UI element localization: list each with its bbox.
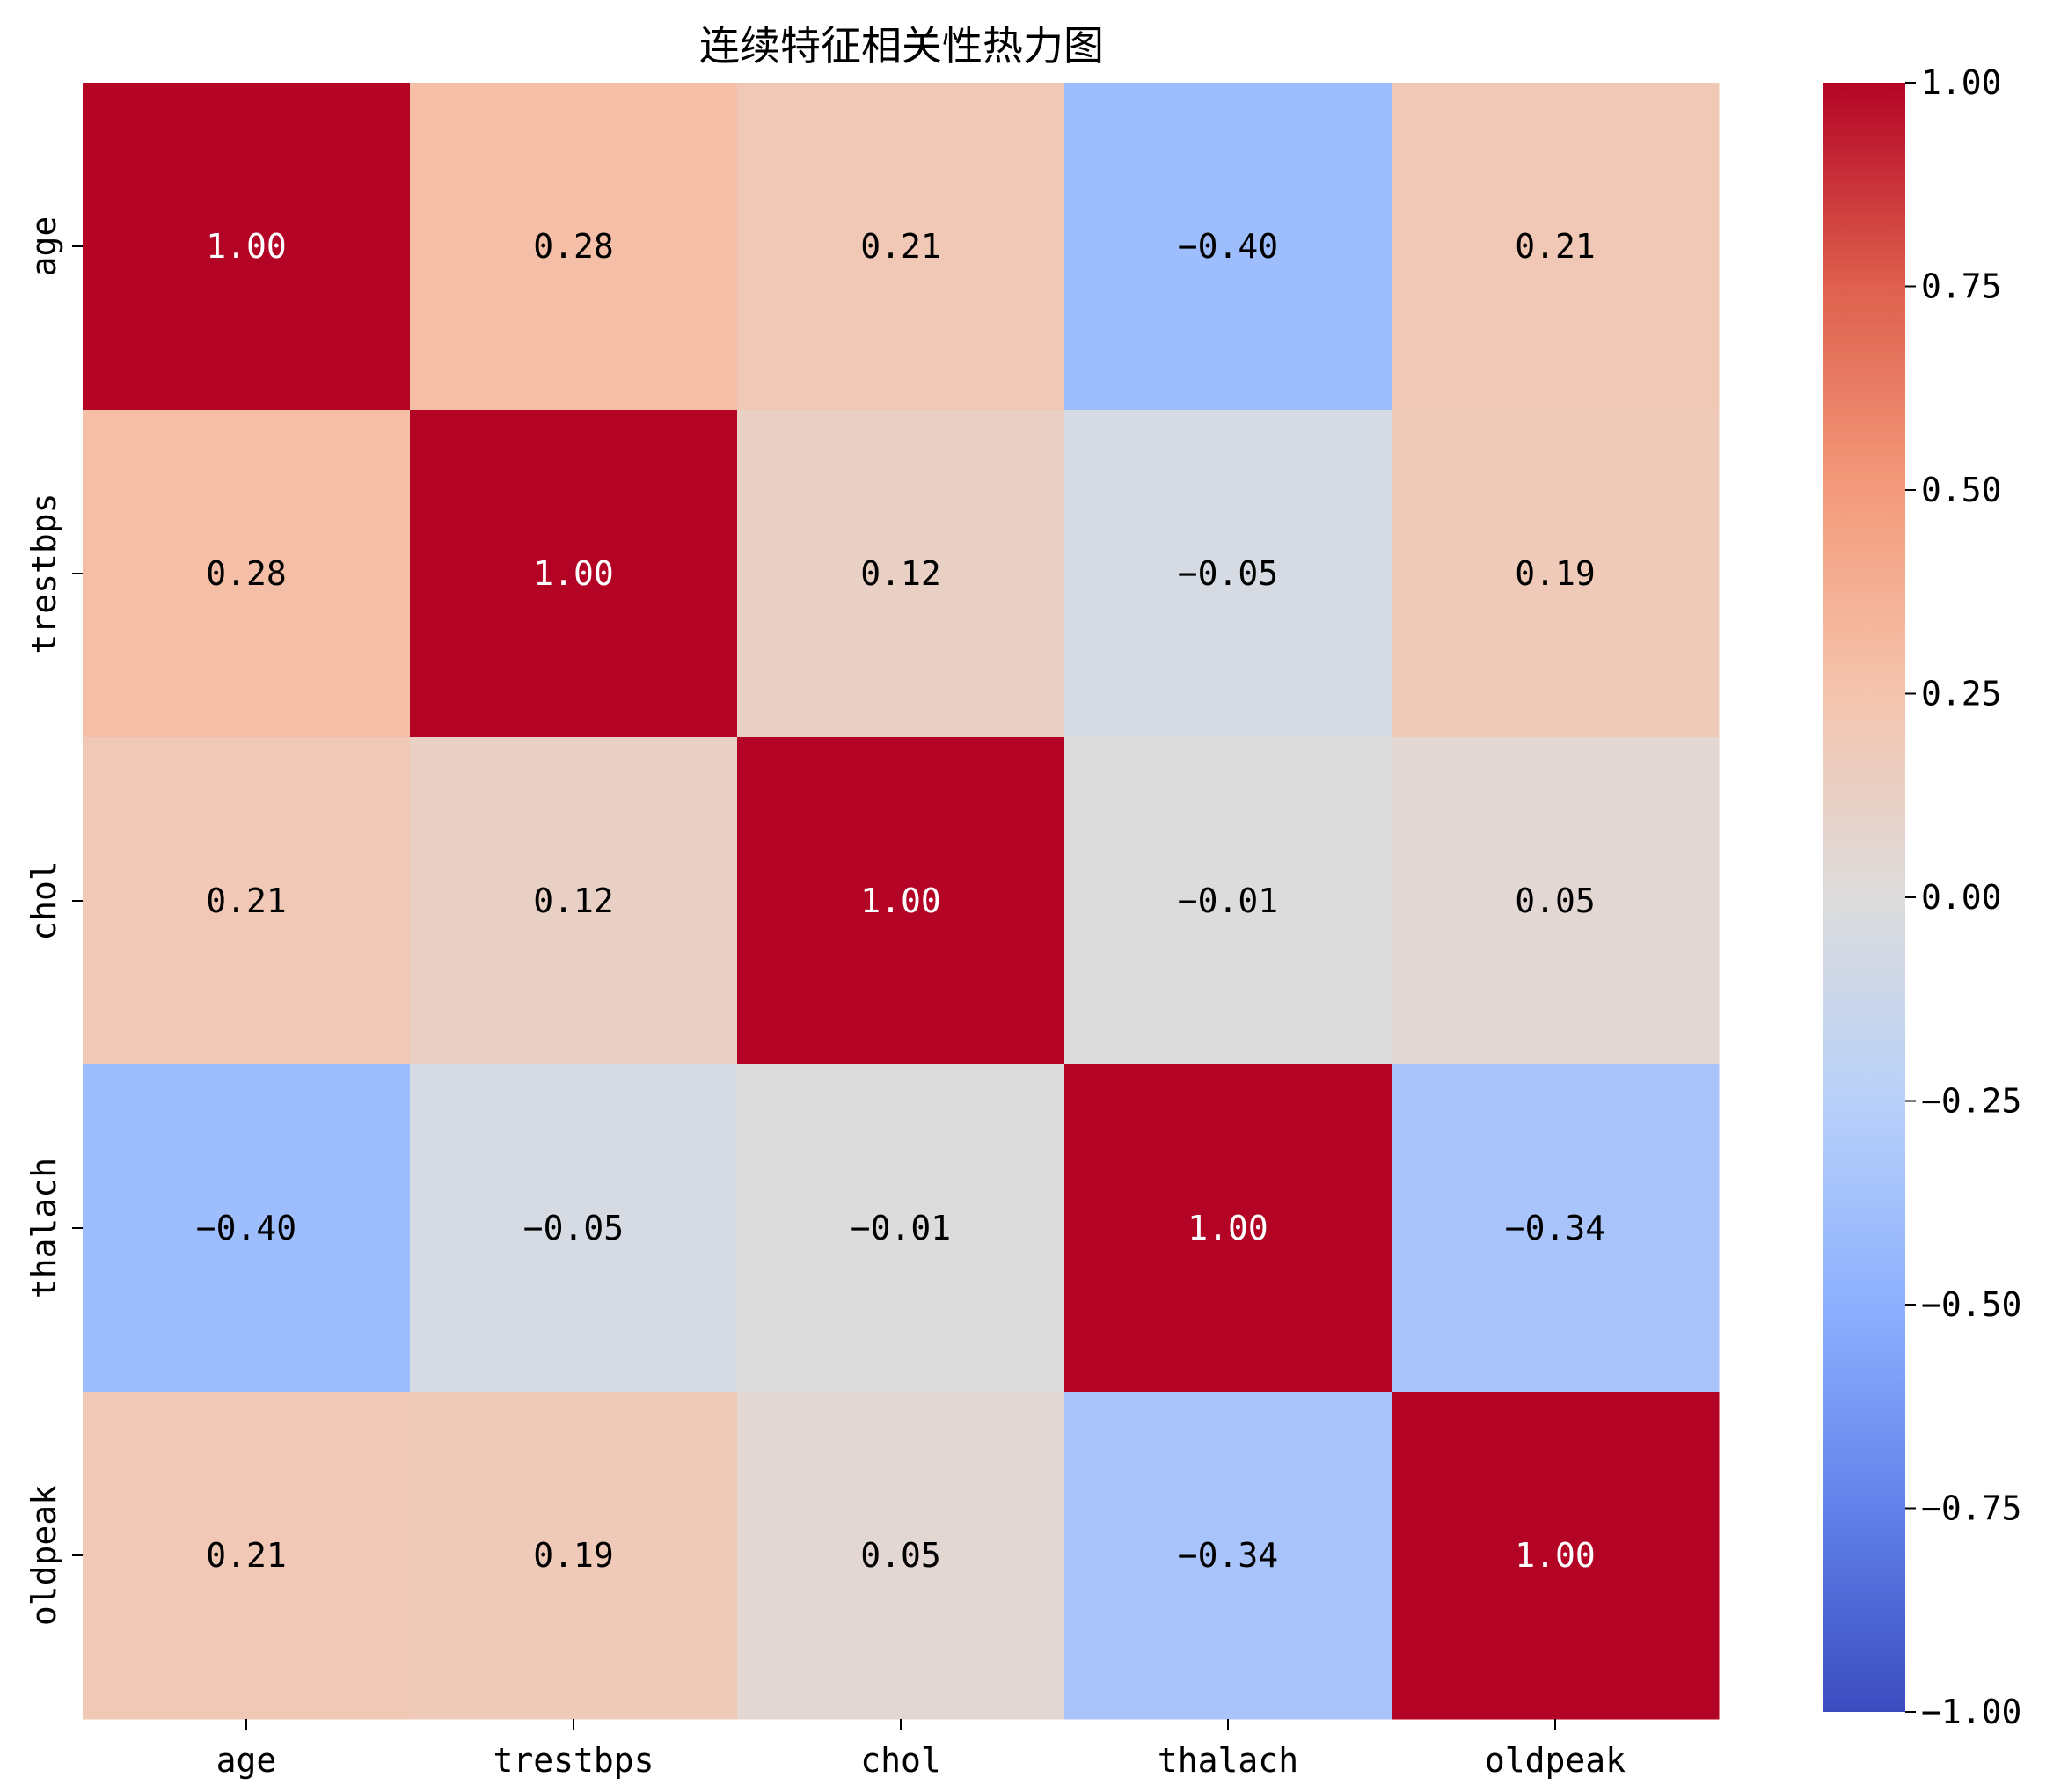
- heatmap-cell: [1064, 1064, 1392, 1393]
- cell-value-label: 0.21: [206, 1536, 287, 1575]
- heatmap-cell: [83, 410, 411, 738]
- colorbar-tick-label: 1.00: [1921, 63, 2002, 102]
- heatmap-cell: [410, 410, 738, 738]
- cell-value-label: 1.00: [860, 881, 941, 920]
- cell-value-label: −0.01: [851, 1209, 951, 1247]
- y-tick-label: oldpeak: [25, 1485, 63, 1626]
- cell-value-label: −0.05: [523, 1209, 624, 1247]
- colorbar-tick-label: 0.00: [1921, 878, 2002, 917]
- heatmap-cell: [410, 83, 738, 411]
- cell-value-label: 0.28: [206, 554, 287, 593]
- cell-value-label: −0.05: [1178, 554, 1278, 593]
- cell-value-label: −0.40: [1178, 227, 1278, 266]
- cell-value-label: −0.01: [1178, 881, 1278, 920]
- colorbar-tick-label: 0.75: [1921, 267, 2002, 306]
- cell-value-label: 0.21: [1515, 227, 1596, 266]
- heatmap-cell: [83, 83, 411, 411]
- heatmap-cell: [737, 737, 1065, 1065]
- colorbar-tick-label: 0.50: [1921, 471, 2002, 509]
- heatmap-cell: [737, 1392, 1065, 1720]
- heatmap-cell: [410, 1392, 738, 1720]
- chart-title: 连续特征相关性热力图: [699, 22, 1104, 69]
- heatmap-cells: [83, 83, 1720, 1720]
- y-tick-label: age: [25, 216, 63, 277]
- heatmap-cell: [1392, 83, 1720, 411]
- cell-value-label: 0.12: [860, 554, 941, 593]
- heatmap-cell: [1064, 1392, 1392, 1720]
- heatmap-cell: [1064, 737, 1392, 1065]
- heatmap-cell: [83, 1392, 411, 1720]
- heatmap-cell-labels: 1.00 0.28 0.21 −0.40 0.21 0.28 1.00 0.12 −0.05 0.…: [196, 227, 1605, 1575]
- colorbar-tick-label: 0.25: [1921, 675, 2002, 713]
- heatmap-cell: [1392, 737, 1720, 1065]
- x-tick-label: thalach: [1158, 1741, 1298, 1780]
- x-tick-label: chol: [860, 1741, 941, 1780]
- heatmap-cell: [1064, 410, 1392, 738]
- y-tick-label: thalach: [25, 1158, 63, 1298]
- heatmap-cell: [410, 1064, 738, 1393]
- cell-value-label: −0.34: [1505, 1209, 1605, 1247]
- colorbar-tick-label: −1.00: [1921, 1693, 2021, 1731]
- colorbar-tick-label: −0.50: [1921, 1285, 2021, 1324]
- x-tick-label: oldpeak: [1485, 1741, 1626, 1780]
- heatmap-cell: [1392, 410, 1720, 738]
- x-tick-label: trestbps: [493, 1741, 654, 1780]
- colorbar-tick-label: −0.25: [1921, 1082, 2021, 1121]
- y-tick-label: chol: [25, 860, 63, 941]
- heatmap-cell: [1064, 83, 1392, 411]
- cell-value-label: −0.40: [196, 1209, 296, 1247]
- cell-value-label: 1.00: [206, 227, 287, 266]
- heatmap-cell: [410, 737, 738, 1065]
- heatmap-cell: [1392, 1064, 1720, 1393]
- y-axis: age trestbps chol thalach oldpeak: [25, 216, 83, 1626]
- heatmap-cell: [83, 1064, 411, 1393]
- heatmap-cell: [737, 410, 1065, 738]
- x-axis: age trestbps chol thalach oldpeak: [216, 1719, 1626, 1780]
- heatmap-cell: [83, 737, 411, 1065]
- colorbar-gradient: [1823, 83, 1905, 1712]
- cell-value-label: 0.21: [206, 881, 287, 920]
- cell-value-label: 0.12: [533, 881, 614, 920]
- x-tick-label: age: [216, 1741, 277, 1780]
- cell-value-label: 0.05: [1515, 881, 1596, 920]
- heatmap-cell: [737, 1064, 1065, 1393]
- colorbar: 1.00 0.75 0.50 0.25 0.00 −0.25 −0.50 −0.75 −1.00: [1823, 63, 2021, 1731]
- cell-value-label: −0.34: [1178, 1536, 1278, 1575]
- cell-value-label: 1.00: [1515, 1536, 1596, 1575]
- cell-value-label: 0.21: [860, 227, 941, 266]
- heatmap-cell: [1392, 1392, 1720, 1720]
- cell-value-label: 0.05: [860, 1536, 941, 1575]
- colorbar-tick-label: −0.75: [1921, 1489, 2021, 1528]
- heatmap-cell: [737, 83, 1065, 411]
- y-tick-label: trestbps: [25, 493, 63, 654]
- cell-value-label: 0.19: [1515, 554, 1596, 593]
- cell-value-label: 0.28: [533, 227, 614, 266]
- cell-value-label: 0.19: [533, 1536, 614, 1575]
- cell-value-label: 1.00: [1187, 1209, 1268, 1247]
- cell-value-label: 1.00: [533, 554, 614, 593]
